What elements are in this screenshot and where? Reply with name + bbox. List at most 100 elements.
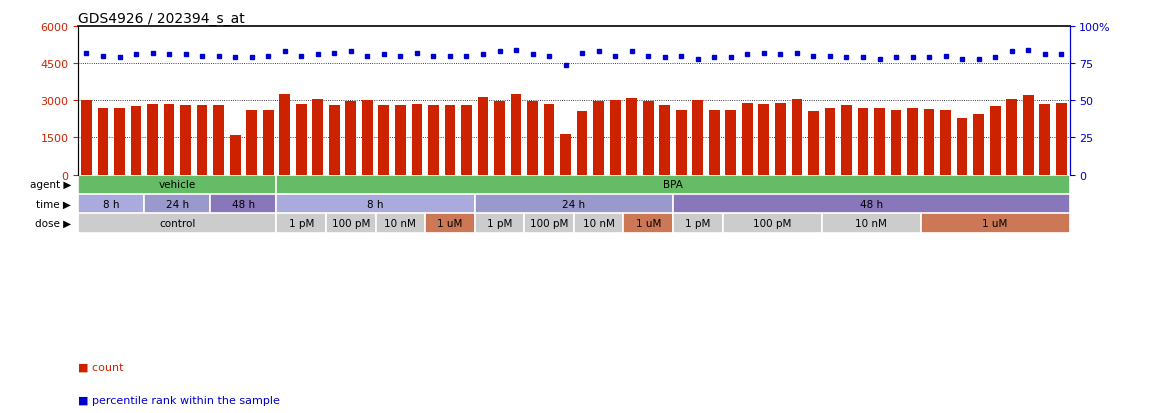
Bar: [907, 108, 918, 175]
Bar: [279, 95, 290, 175]
Bar: [210, 195, 276, 214]
Text: time ▶: time ▶: [37, 199, 71, 209]
Bar: [412, 105, 422, 175]
Text: BPA: BPA: [664, 180, 683, 190]
Bar: [627, 99, 637, 175]
Bar: [230, 135, 240, 175]
Bar: [574, 214, 623, 233]
Bar: [659, 106, 670, 175]
Text: 48 h: 48 h: [860, 199, 883, 209]
Text: 24 h: 24 h: [562, 199, 585, 209]
Bar: [722, 214, 822, 233]
Text: agent ▶: agent ▶: [30, 180, 71, 190]
Bar: [428, 105, 439, 175]
Bar: [1006, 100, 1017, 175]
Bar: [775, 103, 785, 175]
Text: GDS4926 / 202394_s_at: GDS4926 / 202394_s_at: [78, 12, 245, 26]
Text: control: control: [159, 218, 196, 229]
Text: 10 nM: 10 nM: [384, 218, 416, 229]
Bar: [708, 111, 720, 175]
Bar: [676, 111, 687, 175]
Bar: [841, 106, 852, 175]
Text: 1 pM: 1 pM: [486, 218, 512, 229]
Bar: [494, 102, 505, 175]
Bar: [808, 112, 819, 175]
Bar: [376, 214, 426, 233]
Text: ■ percentile rank within the sample: ■ percentile rank within the sample: [78, 395, 281, 405]
Text: 8 h: 8 h: [367, 199, 384, 209]
Text: 8 h: 8 h: [104, 199, 120, 209]
Bar: [692, 101, 703, 175]
Text: ■ count: ■ count: [78, 362, 124, 372]
Bar: [475, 214, 524, 233]
Bar: [477, 97, 489, 175]
Bar: [890, 111, 902, 175]
Bar: [921, 214, 1070, 233]
Bar: [147, 104, 158, 175]
Bar: [544, 105, 554, 175]
Text: 10 nM: 10 nM: [856, 218, 887, 229]
Bar: [362, 101, 373, 175]
Bar: [394, 106, 406, 175]
Bar: [246, 111, 258, 175]
Bar: [78, 175, 276, 195]
Text: vehicle: vehicle: [159, 180, 196, 190]
Bar: [643, 102, 653, 175]
Text: 100 pM: 100 pM: [530, 218, 568, 229]
Bar: [296, 104, 307, 175]
Text: 48 h: 48 h: [232, 199, 255, 209]
Bar: [527, 102, 538, 175]
Bar: [742, 103, 753, 175]
Bar: [98, 108, 108, 175]
Bar: [263, 111, 274, 175]
Bar: [511, 95, 521, 175]
Bar: [475, 195, 673, 214]
Bar: [82, 101, 92, 175]
Bar: [78, 195, 144, 214]
Bar: [610, 101, 621, 175]
Bar: [426, 214, 475, 233]
Bar: [445, 106, 455, 175]
Bar: [524, 214, 574, 233]
Bar: [577, 112, 588, 175]
Bar: [990, 107, 1000, 175]
Text: 24 h: 24 h: [166, 199, 189, 209]
Bar: [1056, 103, 1066, 175]
Bar: [825, 108, 835, 175]
Bar: [957, 118, 967, 175]
Bar: [560, 134, 570, 175]
Text: 1 pM: 1 pM: [289, 218, 314, 229]
Bar: [973, 114, 984, 175]
Text: dose ▶: dose ▶: [36, 218, 71, 229]
Text: 10 nM: 10 nM: [583, 218, 614, 229]
Bar: [759, 104, 769, 175]
Bar: [461, 106, 472, 175]
Text: 1 uM: 1 uM: [437, 218, 462, 229]
Bar: [593, 102, 604, 175]
Text: 1 uM: 1 uM: [636, 218, 661, 229]
Bar: [276, 195, 475, 214]
Bar: [345, 102, 356, 175]
Bar: [673, 214, 722, 233]
Bar: [131, 107, 141, 175]
Bar: [114, 108, 125, 175]
Bar: [1040, 104, 1050, 175]
Bar: [791, 100, 803, 175]
Bar: [623, 214, 673, 233]
Bar: [726, 111, 736, 175]
Bar: [327, 214, 376, 233]
Bar: [276, 175, 1070, 195]
Bar: [181, 106, 191, 175]
Bar: [78, 214, 276, 233]
Bar: [858, 108, 868, 175]
Bar: [874, 108, 884, 175]
Bar: [329, 105, 339, 175]
Bar: [313, 100, 323, 175]
Text: 1 pM: 1 pM: [685, 218, 711, 229]
Bar: [941, 111, 951, 175]
Bar: [1022, 96, 1034, 175]
Bar: [923, 109, 935, 175]
Bar: [673, 195, 1070, 214]
Text: 1 uM: 1 uM: [982, 218, 1007, 229]
Bar: [144, 195, 210, 214]
